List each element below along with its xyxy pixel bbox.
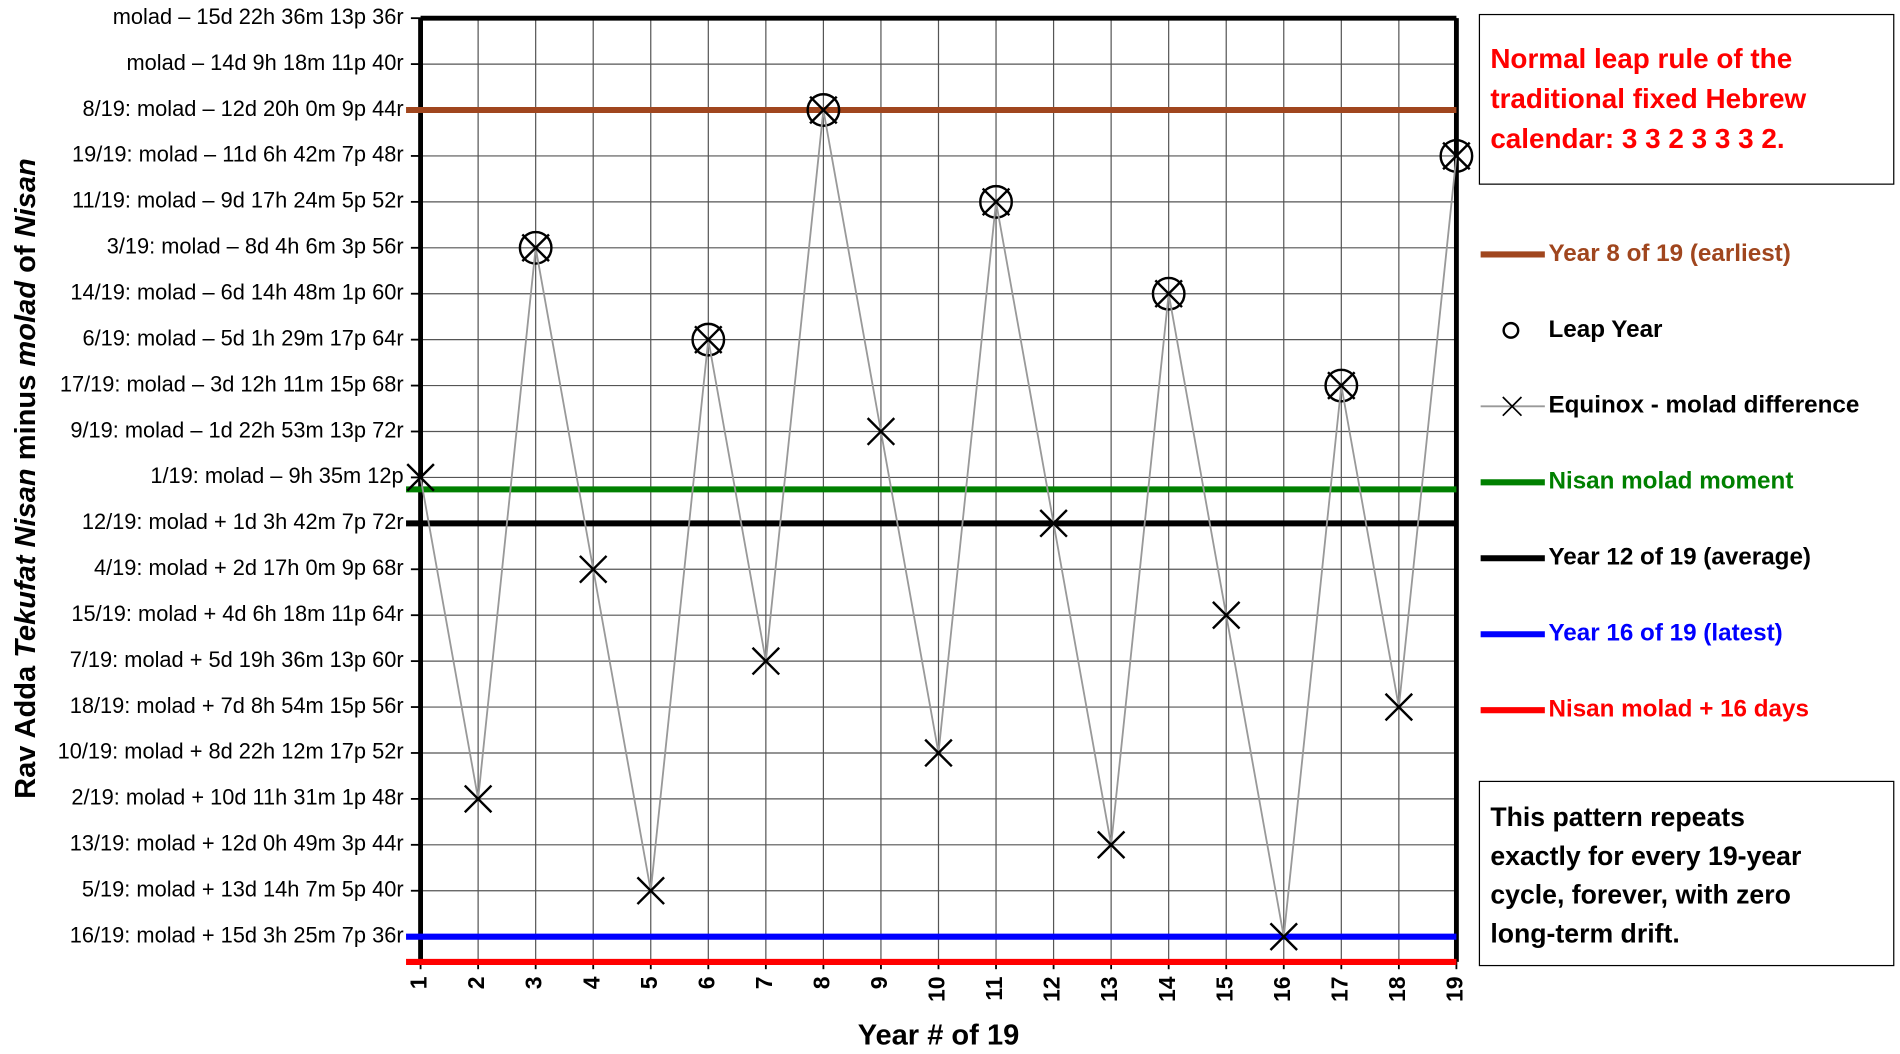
annotation-text: long-term drift. [1490,918,1679,948]
point-marker [1269,922,1298,951]
point-marker [1442,141,1471,171]
point-marker [981,187,1011,217]
x-tick-label: 3 [521,976,547,989]
x-tick-label: 13 [1096,976,1122,1002]
y-tick-label: 2/19: molad + 10d 11h 31m 1p 48r [71,785,403,810]
legend-swatch [1502,321,1520,339]
y-tick-label: 6/19: molad – 5d 1h 29m 17p 64r [82,325,403,350]
x-tick-label: 8 [808,976,834,989]
y-axis-title-part: Rav Adda [10,658,42,799]
y-axis-title-part: Tekufat Nisan [10,468,42,658]
x-tick-label: 15 [1211,976,1237,1002]
x-tick-label: 9 [866,976,892,989]
annotation-text: traditional fixed Hebrew [1490,83,1806,114]
point-marker [579,555,608,584]
x-tick-label: 11 [981,976,1007,1001]
point-marker [1096,830,1126,860]
y-tick-label: 4/19: molad + 2d 17h 0m 9p 68r [94,555,404,580]
point-marker [806,93,841,127]
annotation-text: This pattern repeats [1490,802,1745,832]
legend-label: Year 12 of 19 (average) [1548,544,1811,571]
point-marker [406,463,435,492]
point-marker [1151,276,1186,311]
y-tick-label: 12/19: molad + 1d 3h 42m 7p 72r [82,509,404,534]
point-marker [636,876,665,905]
annotation-text: exactly for every 19-year [1490,841,1801,871]
y-axis-title-part: Nisan [10,158,42,237]
y-tick-label: 14/19: molad – 6d 14h 48m 1p 60r [70,279,403,304]
y-tick-label: molad – 15d 22h 36m 13p 36r [113,4,404,29]
point-marker [866,417,896,446]
x-axis-title: Year # of 19 [858,1020,1020,1052]
legend-swatch [1502,396,1523,417]
point-marker [691,322,726,357]
y-tick-label: 3/19: molad – 8d 4h 6m 3p 56r [107,234,404,259]
point-marker [979,184,1013,219]
point-marker [463,784,493,814]
legend-label: Equinox - molad difference [1548,392,1859,419]
point-marker [809,95,838,125]
x-tick-label: 12 [1039,976,1065,1002]
annotation-box [1478,13,1895,185]
y-tick-label: 16/19: molad + 15d 3h 25m 7p 36r [70,922,404,947]
legend-label: Year 16 of 19 (latest) [1548,620,1782,647]
y-axis-title-part: molad [10,280,42,367]
x-tick-label: 10 [924,976,950,1002]
x-tick-label: 4 [578,976,604,989]
x-tick-label: 2 [463,976,489,989]
annotation-box [1478,780,1895,967]
annotation-text: Normal leap rule of the [1490,43,1792,74]
legend-label: Year 8 of 19 (earliest) [1548,240,1790,267]
y-tick-label: 7/19: molad + 5d 19h 36m 13p 60r [70,647,404,672]
point-marker [694,325,723,354]
x-tick-label: 19 [1441,976,1467,1002]
y-tick-label: 8/19: molad – 12d 20h 0m 9p 44r [82,96,403,121]
x-tick-label: 18 [1384,976,1410,1002]
point-marker [1212,601,1241,630]
y-tick-label: 19/19: molad – 11d 6h 42m 7p 48r [72,142,404,167]
y-tick-label: 1/19: molad – 9h 35m 12p [150,463,403,488]
point-marker [1384,692,1414,722]
point-marker [1154,279,1183,308]
y-axis-title: Rav Adda Tekufat Nisan minus molad of Ni… [10,158,42,799]
point-marker [924,738,953,768]
point-marker [1439,138,1474,173]
y-tick-label: 10/19: molad + 8d 22h 12m 17p 52r [58,739,404,764]
y-axis-title-part: of [10,237,42,281]
annotation-text: cycle, forever, with zero [1490,880,1791,910]
y-tick-label: molad – 14d 9h 18m 11p 40r [127,50,404,75]
x-tick-label: 7 [751,976,777,989]
y-tick-label: 18/19: molad + 7d 8h 54m 15p 56r [70,693,404,718]
y-tick-label: 5/19: molad + 13d 14h 7m 5p 40r [82,877,404,902]
legend-label: Nisan molad moment [1548,468,1793,495]
x-tick-label: 5 [636,976,662,989]
y-tick-label: 15/19: molad + 4d 6h 18m 11p 64r [71,601,403,626]
point-marker [1039,509,1068,538]
point-marker [518,230,553,265]
point-marker [521,233,550,262]
y-tick-label: 11/19: molad – 9d 17h 24m 5p 52r [72,188,404,213]
point-marker [1324,368,1359,403]
x-tick-label: 6 [693,976,719,989]
point-marker [1327,371,1356,400]
legend-label: Leap Year [1548,316,1663,343]
x-tick-label: 17 [1326,976,1352,1002]
y-tick-label: 9/19: molad – 1d 22h 53m 13p 72r [70,417,403,442]
x-tick-label: 16 [1269,976,1295,1002]
x-tick-label: 14 [1154,976,1180,1002]
point-marker [751,646,781,676]
x-tick-label: 1 [406,976,432,989]
y-axis-title-part: minus [10,367,42,469]
y-tick-label: 13/19: molad + 12d 0h 49m 3p 44r [70,831,404,856]
legend-label: Nisan molad + 16 days [1548,696,1808,723]
annotation-text: calendar: 3 3 2 3 3 3 2. [1490,123,1784,154]
y-tick-label: 17/19: molad – 3d 12h 11m 15p 68r [60,371,404,396]
